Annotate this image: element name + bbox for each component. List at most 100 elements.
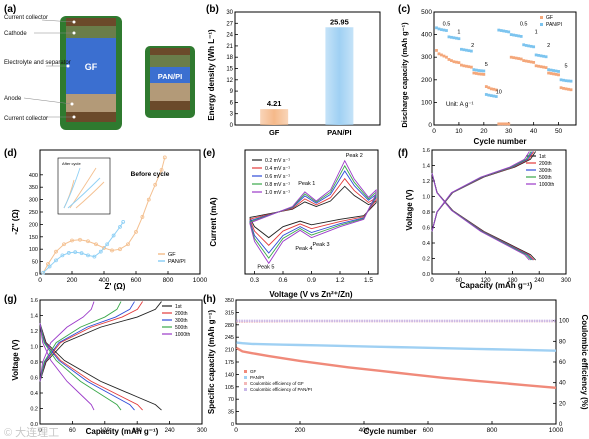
point-panpi — [494, 95, 498, 98]
panel-d-inset: After cycle — [57, 157, 111, 215]
point-gf — [534, 64, 538, 68]
legend-label: GF — [168, 252, 176, 258]
x-tick-label: 300 — [197, 428, 208, 434]
x-tick-label: 600 — [423, 427, 434, 434]
nyquist-point-panpi — [54, 258, 58, 263]
legend-label: 0.6 mV s⁻¹ — [265, 174, 290, 180]
point-panpi — [512, 33, 516, 37]
y-tick-label: 210 — [225, 348, 234, 354]
panel-c: (c) 0 10 20 30 40 5001002003004005000.5125100… — [398, 4, 577, 146]
x-tick-label: 60 — [455, 278, 462, 284]
y-tick-label: 1.6 — [30, 298, 38, 304]
point-gf — [482, 72, 486, 76]
panel-f-xlabel: Capacity (mAh g⁻¹) — [460, 281, 533, 290]
nyquist-line-gf — [42, 157, 166, 274]
y-tick-label: 0.8 — [422, 210, 430, 216]
panel-e-xlabel: Voltage (V vs Zn²⁺/Zn) — [269, 290, 353, 299]
x-tick-label: 800 — [163, 277, 174, 284]
nyquist-point-gf — [94, 242, 98, 247]
point-panpi — [514, 34, 518, 37]
y-tick-label: 200 — [29, 222, 38, 228]
point-panpi — [440, 28, 443, 32]
point-gf — [442, 54, 446, 58]
label-cathode: Cathode — [4, 31, 27, 37]
panel-f: (f) 0 60 120 180 240 300 0.0 0.2 0.4 0.6 0.8 1.0 1.2… — [398, 148, 572, 290]
y-tick-label: 0.4 — [30, 391, 38, 397]
gf-cathode — [66, 26, 116, 38]
y-tick-label: 350 — [29, 185, 38, 191]
point-gf — [522, 59, 526, 62]
rate-label: 2 — [547, 43, 550, 49]
point-gf — [509, 55, 513, 59]
point-gf — [435, 49, 438, 52]
y-tick-label: 0 — [230, 123, 234, 129]
nyquist-point-gf — [62, 242, 66, 247]
panel-a-label: (a) — [4, 4, 16, 15]
point-panpi — [544, 55, 548, 59]
y-tick-label: 0.0 — [422, 272, 430, 278]
peak-annotation: Peak 1 — [298, 181, 315, 187]
panel-c-xlabel: Cycle number — [474, 137, 527, 146]
point-gf — [549, 72, 553, 75]
y-tick-label: 100 — [29, 247, 38, 253]
x-tick-label: 1.5 — [364, 277, 373, 284]
point-panpi — [539, 54, 543, 58]
panel-c-unit: Unit: A g⁻¹ — [446, 102, 474, 108]
point-panpi — [562, 78, 565, 82]
y-tick-label: 150 — [29, 235, 38, 241]
point-gf — [489, 87, 493, 91]
rate-label: 1 — [457, 29, 460, 35]
point-gf — [559, 86, 563, 90]
point-gf — [517, 57, 521, 60]
charge-curve — [431, 151, 530, 232]
point-panpi — [504, 30, 508, 33]
nyquist-line-panpi — [42, 221, 124, 274]
point-panpi — [435, 26, 438, 30]
panel-b-axes: 0 3 6 9 12 15 18 21 24 27 30 4.21 GF 25.95 PAN/PI — [226, 10, 381, 137]
point-panpi — [437, 27, 441, 31]
point-gf — [504, 122, 508, 126]
point-panpi — [534, 53, 538, 57]
point-gf — [532, 60, 536, 64]
legend-label: PAN/PI — [546, 22, 562, 28]
panel-f-ylabel: Voltage (V) — [405, 189, 414, 231]
label-current-collector-top: Current collector — [4, 15, 48, 21]
plot-frame — [433, 11, 577, 126]
y-tick-label: 6 — [230, 100, 234, 106]
bar-value-label: 4.21 — [267, 99, 282, 108]
point-panpi — [450, 35, 453, 39]
panel-h-xlabel: Cycle number — [364, 427, 417, 436]
y-tick-label: 3 — [230, 112, 234, 118]
cv-curve — [249, 185, 377, 239]
cv-curve — [249, 159, 377, 265]
x-category-label: GF — [269, 128, 280, 137]
panel-b-ylabel: Energy density (Wh L⁻¹) — [207, 29, 216, 121]
point-gf — [452, 60, 456, 64]
legend-label: GF — [546, 15, 553, 21]
rate-label: 0.5 — [520, 22, 528, 28]
x-tick-label: 40 — [530, 128, 538, 135]
point-panpi — [507, 30, 511, 34]
point-gf — [440, 53, 443, 57]
point-gf — [544, 66, 548, 69]
point-gf — [524, 59, 528, 63]
gf-cell: GF — [60, 16, 122, 130]
legend-label: 500th — [539, 175, 552, 181]
point-panpi — [519, 35, 523, 38]
discharge-curve — [39, 323, 122, 411]
legend-label: 1000th — [539, 182, 555, 188]
panpi-label: PAN/PI — [158, 72, 182, 81]
point-panpi — [462, 48, 466, 52]
legend-marker — [244, 382, 247, 385]
point-panpi — [489, 94, 493, 98]
discharge-curve — [39, 323, 135, 411]
legend-label: 200th — [175, 311, 188, 317]
series-1 — [235, 346, 557, 390]
y-tick-label: 300 — [29, 198, 38, 204]
point-gf — [494, 88, 498, 92]
bar-panpi — [325, 27, 354, 126]
legend-label: 300th — [175, 318, 188, 324]
x-tick-label: 60 — [69, 428, 76, 434]
point-gf — [547, 71, 550, 75]
rate-label: 0.5 — [443, 22, 451, 28]
